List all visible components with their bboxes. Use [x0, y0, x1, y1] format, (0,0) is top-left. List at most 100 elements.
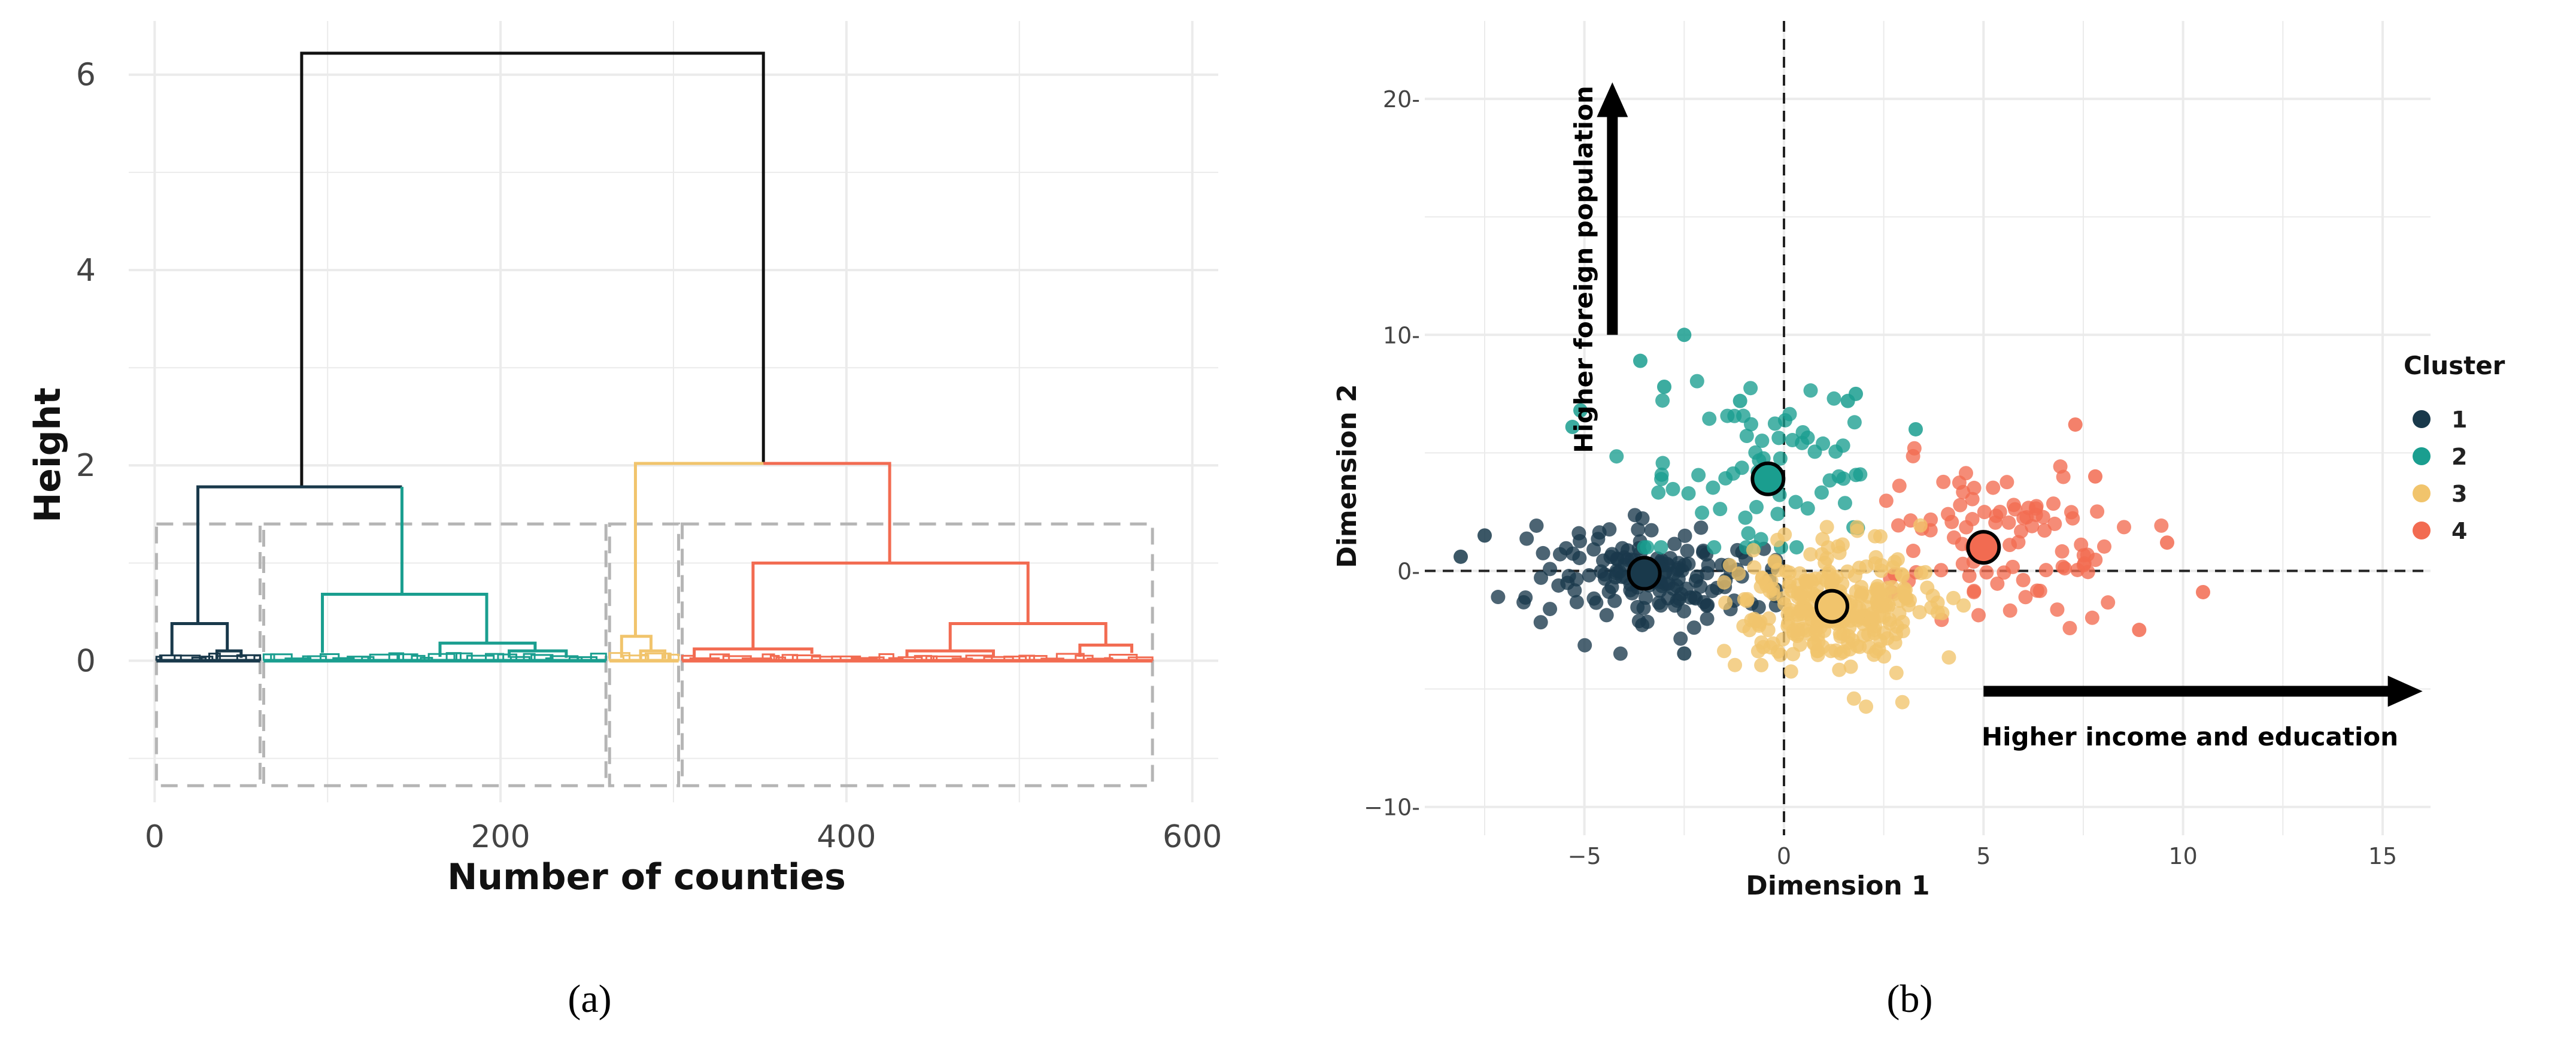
scatter-y-tick-label: 20-	[1383, 86, 1420, 113]
scatter-point-cluster-4	[2025, 519, 2040, 533]
dendrogram-branch	[620, 635, 653, 658]
dendrogram-branch	[633, 462, 764, 636]
scatter-point-cluster-4	[1907, 441, 1922, 456]
scatter-point-cluster-1	[1543, 562, 1558, 577]
scatter-point-cluster-1	[1661, 591, 1676, 606]
scatter-point-cluster-4	[2057, 561, 2072, 576]
leaf-branch	[1055, 653, 1085, 661]
dendrogram-gridlines	[129, 21, 1218, 802]
leaf-branch	[445, 652, 462, 661]
leaf-branch	[577, 656, 598, 661]
scatter-point-cluster-3	[1776, 591, 1791, 606]
scatter-point-cluster-2	[1826, 391, 1841, 406]
leaf-branch	[667, 653, 680, 661]
scatter-point-cluster-4	[2001, 515, 2016, 530]
scatter-point-cluster-2	[1565, 420, 1580, 435]
dendrogram-x-axis-title: Number of counties	[447, 856, 846, 898]
scatter-point-cluster-4	[1997, 565, 2011, 580]
scatter-point-cluster-2	[1738, 510, 1753, 525]
scatter-point-cluster-3	[1888, 635, 1903, 650]
leaf-branch	[1040, 657, 1064, 661]
leaf-branch	[191, 656, 207, 661]
scatter-point-cluster-3	[1779, 564, 1794, 579]
scatter-panel: Higher income and education Higher forei…	[1332, 21, 2505, 1021]
scatter-point-cluster-4	[1992, 505, 2007, 520]
scatter-point-cluster-4	[2055, 544, 2070, 559]
scatter-point-cluster-2	[1800, 501, 1815, 516]
scatter-point-cluster-2	[1788, 495, 1803, 510]
scatter-point-cluster-4	[2116, 520, 2131, 535]
leaf-branch	[791, 654, 821, 661]
leaf-branch	[159, 654, 182, 661]
scatter-point-cluster-3	[1717, 575, 1731, 590]
scatter-point-cluster-2	[1706, 480, 1721, 495]
scatter-point-cluster-2	[1803, 383, 1818, 398]
scatter-point-cluster-4	[1971, 608, 1986, 623]
scatter-point-cluster-4	[2014, 524, 2029, 539]
scatter-point-cluster-4	[1965, 512, 1980, 527]
scatter-point-cluster-1	[1586, 591, 1601, 606]
scatter-point-cluster-3	[1867, 647, 1882, 662]
dendrogram-leaf-fuzz	[155, 652, 1154, 663]
panel-a-caption: (a)	[568, 977, 611, 1021]
dendrogram-y-tick-label: 0	[76, 643, 96, 679]
scatter-point-cluster-4	[2090, 504, 2105, 519]
legend-label-1: 1	[2451, 407, 2467, 433]
scatter-point-cluster-3	[1804, 575, 1819, 590]
scatter-point-cluster-2	[1707, 540, 1722, 555]
scatter-point-cluster-2	[1677, 328, 1692, 342]
leaf-branch	[302, 655, 311, 661]
scatter-point-cluster-3	[1941, 650, 1956, 665]
scatter-point-cluster-4	[2035, 510, 2050, 524]
scatter-point-cluster-4	[2088, 553, 2103, 568]
scatter-point-cluster-1	[1536, 545, 1551, 560]
scatter-point-cluster-3	[1864, 607, 1879, 621]
scatter-point-cluster-3	[1786, 647, 1801, 662]
scatter-point-cluster-2	[1651, 485, 1666, 500]
dendrogram-branch	[948, 621, 1108, 651]
legend-swatch-2	[2413, 447, 2431, 465]
scatter-point-cluster-3	[1877, 589, 1892, 604]
scatter-point-cluster-3	[1754, 657, 1769, 672]
scatter-y-tick-labels: −10- 0- 10- 20-	[1364, 86, 1420, 821]
scatter-point-cluster-1	[1491, 590, 1506, 605]
dendrogram-y-tick-labels: 0 2 4 6	[76, 57, 96, 680]
dendrogram-branch	[321, 593, 489, 653]
scatter-point-cluster-1	[1669, 578, 1684, 593]
scatter-point-cluster-4	[1999, 475, 2014, 490]
scatter-point-cluster-2	[1720, 408, 1735, 423]
scatter-point-cluster-1	[1608, 570, 1623, 585]
scatter-point-cluster-3	[1754, 635, 1769, 650]
scatter-point-cluster-3	[1855, 586, 1870, 601]
y-arrow-annotation: Higher foreign population	[1569, 86, 1598, 453]
leaf-branch	[262, 653, 275, 661]
scatter-point-cluster-4	[2154, 518, 2169, 533]
scatter-point-cluster-1	[1594, 564, 1609, 579]
scatter-point-cluster-4	[1906, 544, 1920, 559]
scatter-point-cluster-2	[1767, 416, 1782, 431]
scatter-point-cluster-3	[1895, 624, 1910, 639]
scatter-point-cluster-3	[1832, 662, 1847, 677]
dendrogram-branches	[170, 51, 1134, 659]
scatter-point-cluster-3	[1815, 532, 1830, 547]
scatter-point-cluster-4	[2097, 539, 2112, 554]
scatter-point-cluster-2	[1849, 468, 1864, 483]
scatter-point-cluster-4	[1891, 518, 1906, 533]
scatter-point-cluster-4	[2046, 496, 2061, 511]
scatter-points	[1454, 328, 2210, 714]
scatter-point-cluster-3	[1828, 643, 1843, 658]
scatter-point-cluster-1	[1663, 551, 1678, 566]
dendrogram-x-tick-label: 200	[471, 819, 530, 855]
y-arrow-head	[1597, 82, 1628, 117]
leaf-branch	[509, 656, 530, 661]
scatter-point-cluster-3	[1762, 584, 1777, 599]
scatter-point-cluster-1	[1672, 591, 1687, 606]
scatter-point-cluster-1	[1582, 568, 1597, 583]
scatter-point-cluster-1	[1627, 508, 1642, 523]
legend-swatch-3	[2413, 484, 2431, 502]
scatter-point-cluster-4	[1956, 484, 1971, 499]
scatter-point-cluster-4	[2006, 498, 2021, 513]
x-arrow-annotation: Higher income and education	[1982, 722, 2398, 751]
scatter-point-cluster-1	[1601, 584, 1616, 599]
leaf-branch	[709, 653, 730, 661]
